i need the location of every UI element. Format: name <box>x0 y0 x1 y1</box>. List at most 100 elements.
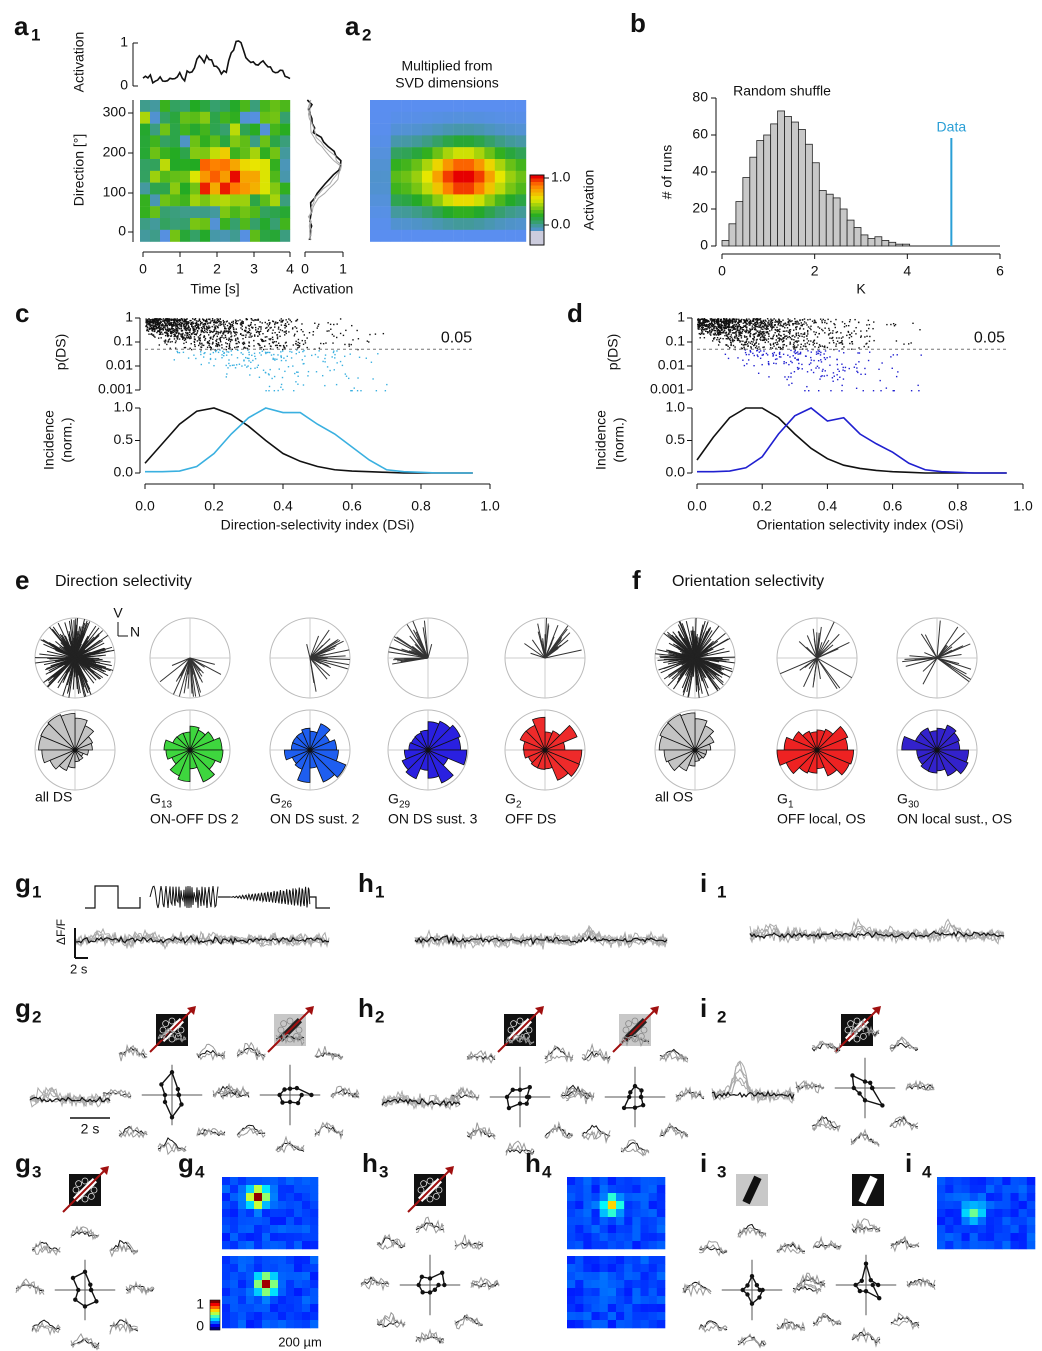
scatter-dot <box>809 318 811 321</box>
scatter-dot <box>334 353 336 356</box>
scatter-dot <box>727 357 730 360</box>
scatter-dot <box>702 321 704 323</box>
scatter-dot <box>174 334 177 336</box>
image-pixel <box>599 1185 609 1194</box>
scatter-dot <box>154 324 156 326</box>
heatmap-cell <box>411 100 423 112</box>
image-pixel <box>302 1177 311 1186</box>
heatmap-cell <box>515 159 527 171</box>
image-pixel <box>591 1217 600 1226</box>
scatter-dot <box>335 336 338 339</box>
scatter-dot <box>698 325 701 328</box>
scatter-dot <box>230 336 232 338</box>
scatter-dot <box>293 335 296 337</box>
scatter-dot <box>199 320 202 323</box>
image-pixel <box>616 1193 625 1202</box>
scatter-dot <box>251 319 253 321</box>
icon-dot <box>174 1032 182 1040</box>
scatter-dot <box>829 364 831 366</box>
heatmap-cell <box>411 147 423 160</box>
label: SVD dimensions <box>395 75 499 91</box>
scatter-dot <box>757 334 760 336</box>
scatter-dot <box>698 332 700 335</box>
scatter-dot <box>267 351 269 354</box>
calcium-trace <box>360 1276 390 1288</box>
calcium-trace <box>196 1043 226 1061</box>
scatter-dot <box>777 346 780 348</box>
label: 4 <box>286 261 294 277</box>
scatter-dot <box>803 323 805 325</box>
scatter-dot <box>157 318 160 320</box>
image-pixel <box>270 1209 279 1218</box>
scatter-dot <box>251 354 253 357</box>
heatmap-cell <box>474 206 485 219</box>
heatmap-cell <box>270 135 281 148</box>
scatter-dot <box>177 332 180 335</box>
scatter-dot <box>154 318 157 321</box>
scatter-dot <box>369 333 371 336</box>
image-pixel <box>294 1272 303 1281</box>
scatter-dot <box>749 324 751 326</box>
scatter-dot <box>794 350 796 352</box>
scatter-dot <box>745 329 748 331</box>
scatter-dot <box>753 335 755 338</box>
heatmap-cell <box>463 229 475 242</box>
scatter-dot <box>195 326 198 329</box>
scatter-dot <box>281 376 284 379</box>
stimulus <box>229 886 311 908</box>
scatter-dot <box>782 325 784 328</box>
calcium-trace <box>125 1283 155 1294</box>
scatter-dot <box>818 344 821 346</box>
heatmap-cell <box>160 170 171 183</box>
image-pixel <box>278 1193 287 1202</box>
scatter-dot <box>740 340 742 342</box>
scatter-dot <box>187 333 189 335</box>
calcium-trace <box>454 1240 484 1251</box>
scatter-dot <box>247 330 249 333</box>
scatter-dot <box>206 331 209 334</box>
scatter-dot <box>180 333 182 335</box>
scatter-dot <box>729 338 731 341</box>
scatter-dot <box>208 318 210 320</box>
heatmap-cell <box>370 229 381 242</box>
image-pixel <box>230 1264 239 1273</box>
image-pixel <box>632 1233 641 1242</box>
scatter-dot <box>255 319 257 321</box>
scatter-dot <box>742 359 744 361</box>
heatmap-cell <box>220 100 231 112</box>
scatter-dot <box>737 321 740 324</box>
scatter-dot <box>754 328 757 330</box>
scatter-dot <box>700 326 703 329</box>
scatter-dot <box>200 323 202 325</box>
heatmap-cell <box>390 100 402 112</box>
scatter-dot <box>821 345 824 347</box>
calcium-trace <box>698 1244 728 1257</box>
panel-label: a <box>14 11 29 41</box>
calcium-trace <box>659 1050 689 1063</box>
heatmap-cell <box>160 229 171 242</box>
heatmap-cell <box>220 182 231 195</box>
heatmap-cell <box>280 111 291 124</box>
scatter-dot <box>784 327 786 329</box>
image-pixel <box>278 1304 287 1313</box>
heatmap-cell <box>280 123 291 136</box>
heatmap-cell <box>210 147 221 160</box>
scatter-dot <box>318 323 320 326</box>
scatter-dot <box>276 346 279 349</box>
scatter-dot <box>697 324 699 326</box>
incidence-line <box>145 407 473 474</box>
scatter-dot <box>866 335 868 337</box>
scatter-dot <box>211 325 213 328</box>
scatter-dot <box>281 321 284 323</box>
scatter-dot <box>300 329 303 331</box>
scatter-dot <box>723 319 725 321</box>
heatmap-cell <box>190 194 201 207</box>
heatmap-cell <box>442 194 454 207</box>
scatter-dot <box>721 324 724 327</box>
scatter-dot <box>208 362 210 364</box>
scatter-dot <box>180 334 182 336</box>
scatter-dot <box>210 330 212 333</box>
scatter-dot <box>718 323 720 325</box>
scatter-dot <box>181 336 184 339</box>
scatter-dot <box>747 332 749 334</box>
